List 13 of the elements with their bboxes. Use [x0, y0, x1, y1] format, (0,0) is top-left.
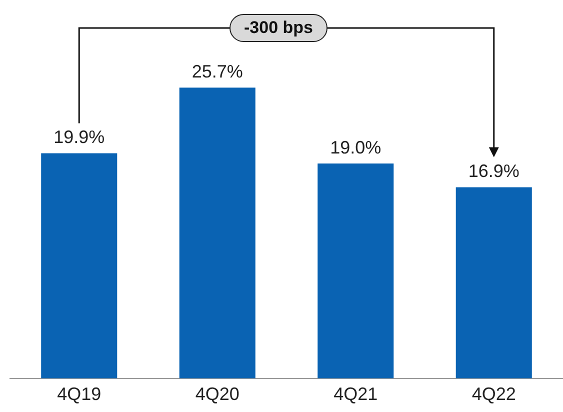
text: -300 bps: [229, 14, 328, 42]
data-label: 16.9%: [468, 161, 520, 182]
x-tick-label: 4Q21: [334, 384, 378, 404]
bar: [318, 163, 394, 378]
x-tick-label: 4Q22: [472, 384, 516, 404]
bar: [41, 153, 118, 378]
data-label: 19.0%: [330, 137, 382, 158]
data-label: 25.7%: [192, 62, 243, 82]
data-label: 19.9%: [54, 127, 105, 148]
x-tick-label: 4Q19: [57, 384, 102, 404]
x-tick-label: 4Q20: [195, 384, 240, 404]
bar: [179, 88, 256, 378]
bar: [456, 187, 532, 378]
